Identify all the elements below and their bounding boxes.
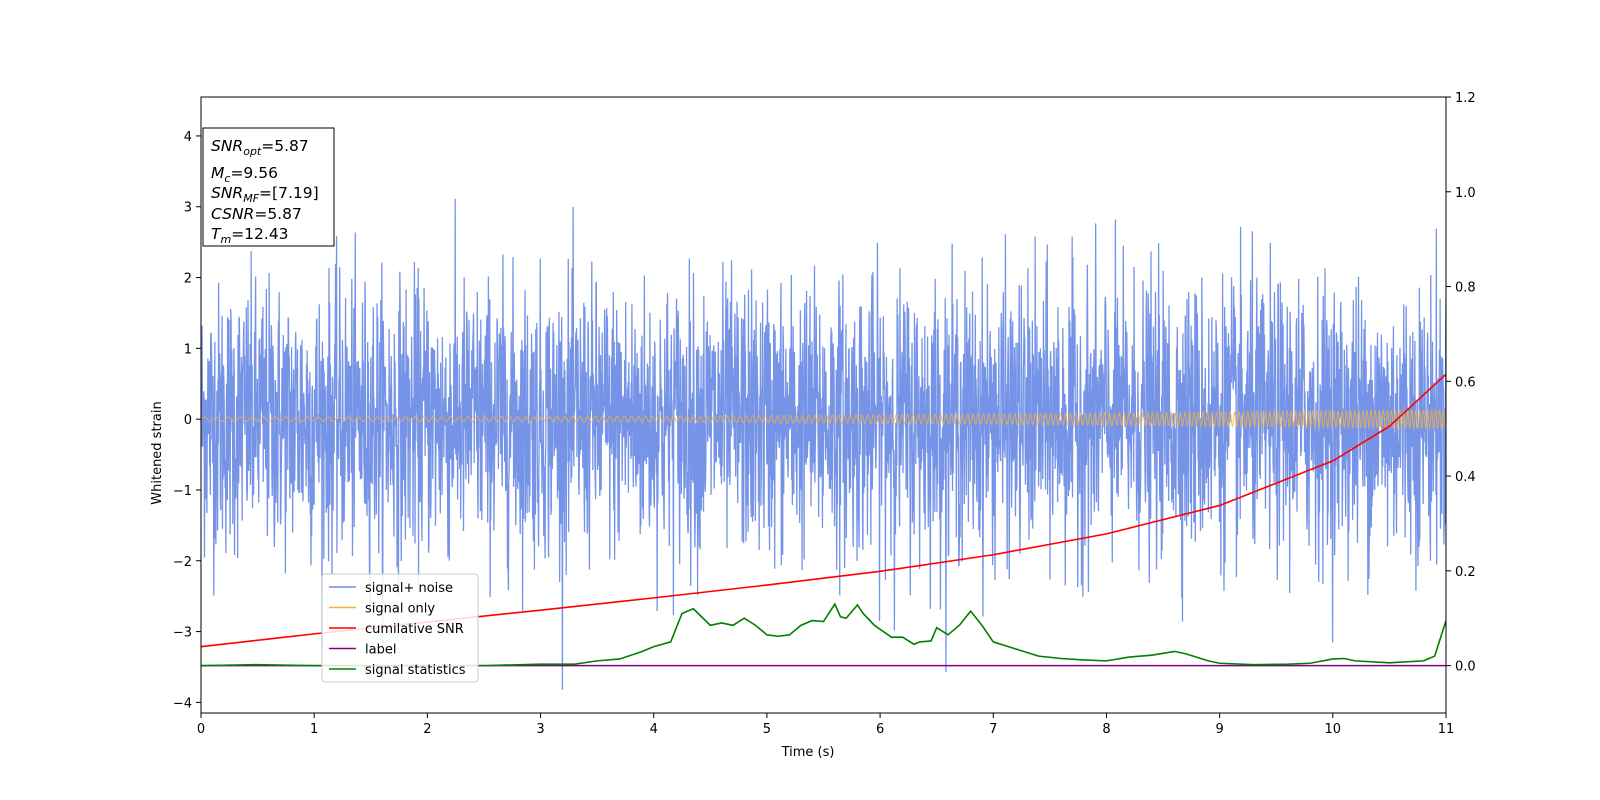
y-left-tick-label--4: −4 [173,696,192,711]
annotation-box: SNRopt=5.87 Mc=9.56 SNRMF=[7.19] CSNR=5.… [202,127,335,247]
y-left-tick-label--2: −2 [173,555,192,570]
annotation-tm: Tm=12.43 [211,225,289,246]
legend-frame [321,573,479,683]
x-tick-label-1: 1 [310,722,318,737]
x-tick-label-10: 10 [1325,722,1342,737]
legend-label-4: signal statistics [365,663,466,678]
y-right-tick-label-0.2: 0.2 [1455,565,1476,580]
legend: signal+ noise signal only cumilative SNR la… [321,573,479,683]
y-right-tick-label-0.6: 0.6 [1455,375,1476,390]
y-left-tick-label--3: −3 [173,626,192,641]
legend-label-2: cumilative SNR [365,622,464,637]
series-signal-noise-line [201,198,1446,690]
y-left-tick-label-1: 1 [184,342,192,357]
x-tick-label-3: 3 [536,722,544,737]
legend-label-0: signal+ noise [365,581,453,596]
y-left-tick-label--1: −1 [173,484,192,499]
legend-label-3: label [365,643,396,658]
x-tick-label-9: 9 [1215,722,1223,737]
y-left-tick-label-2: 2 [184,272,192,287]
y-right-tick-label-0.8: 0.8 [1455,281,1476,296]
annotation-mc: Mc=9.56 [211,164,278,185]
y-axis-label: Whitened strain [150,401,165,504]
y-left-tick-label-3: 3 [184,201,192,216]
axes-layer: 0 1 2 3 4 5 6 7 8 9 10 11 −4 −3 −2 −1 0 1 2 3 4 0.0 0.2 0.4 0.6 0… [173,91,1476,737]
y-right-tick-label-0.4: 0.4 [1455,470,1476,485]
legend-label-1: signal only [365,602,435,617]
annotation-snr-mf: SNRMF=[7.19] [211,184,319,205]
x-tick-label-7: 7 [989,722,997,737]
y-right-tick-label-0: 0.0 [1455,660,1476,675]
x-tick-label-2: 2 [423,722,431,737]
y-right-tick-label-1: 1.0 [1455,186,1476,201]
x-axis-label: Time (s) [781,745,835,760]
x-tick-label-0: 0 [197,722,205,737]
x-tick-label-4: 4 [650,722,658,737]
annotation-snr-opt: SNRopt=5.87 [211,137,309,158]
x-tick-label-8: 8 [1102,722,1110,737]
y-left-tick-label-0: 0 [184,413,192,428]
x-tick-label-11: 11 [1438,722,1455,737]
axes-frame [200,96,1447,714]
y-right-tick-label-1.2: 1.2 [1455,91,1476,106]
x-tick-label-6: 6 [876,722,884,737]
x-tick-label-5: 5 [763,722,771,737]
series-signal-statistics-line [201,602,1446,667]
annotation-csnr: CSNR=5.87 [211,205,302,223]
y-left-tick-label-4: 4 [184,130,192,145]
series-signal-only-line [201,408,1446,431]
annotation-frame [202,127,335,247]
